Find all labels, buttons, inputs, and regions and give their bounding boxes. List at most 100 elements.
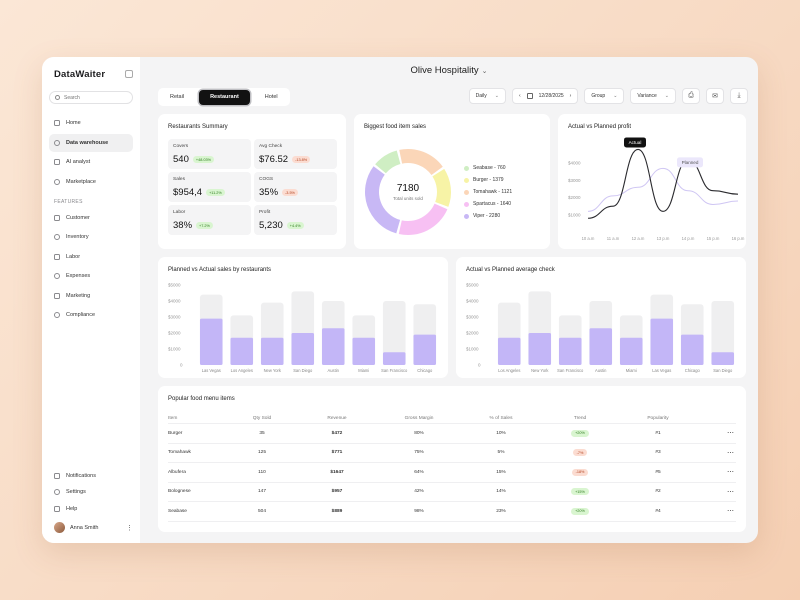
search-box[interactable] [49,91,133,104]
legend-label: Burger - 1379 [473,177,504,183]
prev-date-icon[interactable]: ‹ [518,93,521,99]
row-menu-icon[interactable]: ⋯ [727,430,734,438]
user-menu-icon[interactable]: ⋮ [126,524,133,532]
sidebar-item-label: Data warehouse [66,139,109,146]
gross-margin: 42% [414,489,424,495]
row-menu-icon[interactable]: ⋯ [727,488,734,496]
bar-actual[interactable] [680,334,704,365]
group-select[interactable]: Group ⌄ [584,88,625,104]
sidebar-item-settings[interactable]: Settings [49,485,133,500]
bar-actual[interactable] [650,318,674,365]
table-row[interactable]: Burger 35 $472 80% 10% +20% #1 ⋯ [168,424,736,444]
print-button[interactable]: ⎙ [682,88,700,104]
bar-actual[interactable] [199,318,223,365]
sidebar-item-marketplace[interactable]: Marketplace [49,173,133,191]
change-badge: +11.2% [206,189,225,196]
table-row[interactable]: Albufera 110 $1647 64% 15% -18% #5 ⋯ [168,463,736,483]
sidebar-item-inventory[interactable]: Inventory [49,228,133,246]
y-tick-label: $2000 [568,195,581,200]
sales-share: 14% [496,489,506,495]
bar-planned[interactable] [711,301,735,365]
tab-hotel[interactable]: Hotel [264,94,278,100]
donut-slice-spartacus[interactable] [398,203,448,235]
sidebar-item-customer[interactable]: Customer [49,209,133,227]
bar-actual[interactable] [321,328,345,365]
receipt-icon [54,273,60,279]
sidebar-item-notifications[interactable]: Notifications [49,468,133,483]
row-menu-icon[interactable]: ⋯ [727,449,734,457]
y-tick-label: $3000 [466,315,479,320]
table-row[interactable]: Bolognese 147 $957 42% 14% +15% #2 ⋯ [168,483,736,502]
series-line-planned[interactable] [587,167,739,212]
table-row[interactable]: Tomahawk 125 $771 75% 5% -7% #3 ⋯ [168,444,736,463]
period-select[interactable]: Daily ⌄ [468,88,506,104]
row-menu-icon[interactable]: ⋯ [727,469,734,477]
bar-actual[interactable] [230,337,254,365]
bar-actual[interactable] [260,337,284,365]
search-input[interactable] [64,94,124,101]
tab-retail[interactable]: Retail [170,94,185,100]
date-picker[interactable]: ‹ 12/28/2025 › [511,88,579,104]
sidebar-item-label: Inventory [66,234,89,240]
column-header: Trend [573,416,587,421]
chevron-down-icon: ⌄ [494,93,499,99]
tab-restaurant[interactable]: Restaurant [199,89,250,105]
chat-icon [54,159,60,165]
bar-actual[interactable] [382,352,406,365]
user-profile[interactable]: Anna Smith ⋮ [49,522,133,533]
user-name: Anna Smith [70,524,99,531]
sales-share: 10% [496,430,506,436]
x-tick-label: New York [531,368,549,373]
download-icon: ⤓ [737,92,741,99]
sidebar-bottom: Notifications Settings Help Anna Smith ⋮ [49,468,133,533]
sidebar-item-label: Help [66,505,78,512]
gross-margin: 98% [414,508,424,514]
sidebar-item-expenses[interactable]: Expenses [49,267,133,285]
restaurants-summary-card: Restaurants Summary Covers 540 +48.03% Avg … [158,114,346,249]
bar-planned[interactable] [382,301,406,365]
item-name: Burger [168,430,183,436]
row-menu-icon[interactable]: ⋯ [727,508,734,516]
email-button[interactable]: ✉ [706,88,724,104]
sidebar-item-data-warehouse[interactable]: Data warehouse [49,133,133,152]
sidebar-item-labor[interactable]: Labor [49,248,133,266]
donut-slice-burger[interactable] [399,149,443,175]
bar-actual[interactable] [413,334,437,365]
sidebar-item-compliance[interactable]: Compliance [49,306,133,324]
bar-actual[interactable] [558,337,582,365]
bar-actual[interactable] [711,352,735,365]
donut-slice-viper[interactable] [365,166,401,234]
sales-share: 15% [496,469,506,475]
bar-actual[interactable] [291,333,315,365]
profit-line-chart: $1000 $2000 $3000 $4000 10 a.m 11 a.m 12 a.m 13… [568,137,745,241]
table-row[interactable]: Seabase 504 $889 98% 23% +20% #4 ⋯ [168,502,736,522]
y-tick-label: $1000 [568,212,581,217]
sidebar-item-label: Marketing [66,292,91,299]
bar-actual[interactable] [352,337,376,365]
brand-logo: DataWaiter [54,68,106,80]
venue-selector[interactable]: Olive Hospitality ⌄ [140,65,758,76]
bar-actual[interactable] [619,337,643,365]
sidebar-item-home[interactable]: Home [49,114,133,132]
bar-actual[interactable] [589,328,613,365]
sidebar-item-ai-analyst[interactable]: AI analyst [49,153,133,171]
sidebar-item-label: Compliance [66,312,96,318]
next-date-icon[interactable]: › [569,93,572,99]
sidebar-toggle-icon[interactable] [125,70,133,78]
donut-legend: Seabase - 760 Burger - 1379 Tomahawk - 112… [464,162,512,222]
revenue: $1647 [330,469,344,475]
svg-text:Planned: Planned [682,160,699,165]
donut-slice-tomahawk[interactable] [432,168,451,207]
chevron-down-icon: ⌄ [613,93,618,99]
variance-select[interactable]: Variance ⌄ [630,88,676,104]
donut-slice-seabase[interactable] [375,150,401,174]
sales-share: 23% [496,508,506,514]
sidebar-item-help[interactable]: Help [49,501,133,516]
series-line-actual[interactable] [587,148,739,219]
bar-actual[interactable] [528,333,552,365]
bar-actual[interactable] [497,337,521,365]
gear-icon [54,489,60,495]
download-button[interactable]: ⤓ [730,88,748,104]
sidebar-item-marketing[interactable]: Marketing [49,287,133,305]
popularity: #4 [655,508,661,514]
